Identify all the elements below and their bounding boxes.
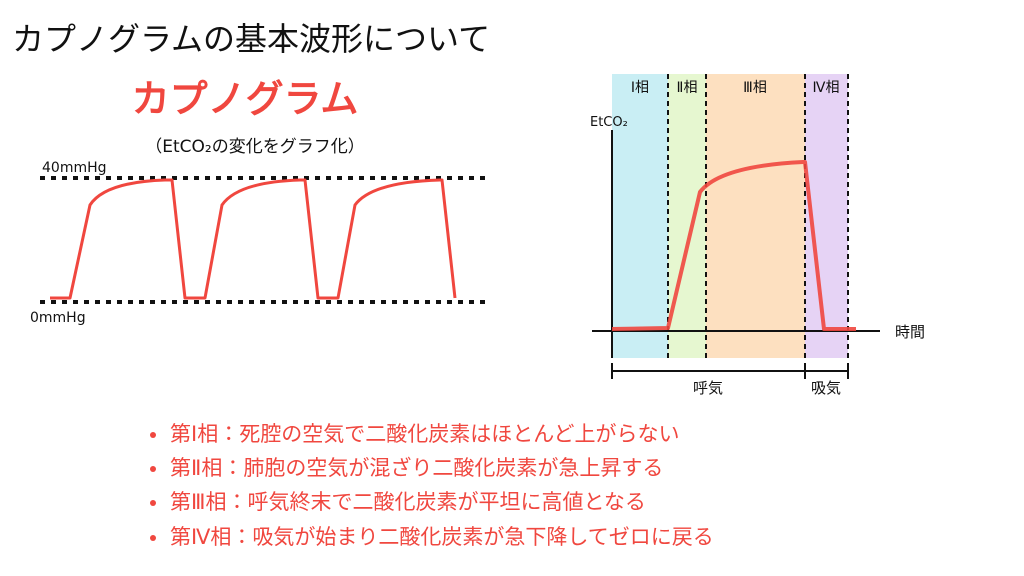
phase-1-band — [612, 74, 668, 358]
left-subtitle: （EtCO₂の変化をグラフ化） — [145, 137, 364, 157]
bullet-item: 第Ⅰ相：死腔の空気で二酸化炭素はほとんど上がらない — [150, 418, 680, 448]
span-label: 呼気 — [693, 379, 723, 397]
span-label: 吸気 — [811, 379, 841, 397]
slide-title: カプノグラムの基本波形について — [12, 20, 490, 58]
bullet-item: 第Ⅳ相：吸気が始まり二酸化炭素が急下降してゼロに戻る — [150, 521, 714, 551]
phase-3-band — [706, 74, 805, 358]
phase-dividers — [667, 74, 849, 358]
y-axis-label: EtCO₂ — [590, 115, 628, 130]
phase-label: Ⅱ相 — [677, 80, 698, 96]
phase-label: Ⅳ相 — [813, 80, 840, 96]
phase-2-band — [668, 74, 706, 358]
phase-label: Ⅲ相 — [743, 80, 767, 96]
bullet-item: 第Ⅲ相：呼気終末で二酸化炭素が平坦に高値となる — [150, 486, 646, 516]
x-axis-label: 時間 — [895, 323, 925, 341]
phase-wave — [611, 160, 856, 331]
top-label: 40mmHg — [42, 160, 107, 176]
span-bracket — [611, 363, 849, 379]
capnogram-wave — [50, 178, 457, 300]
left-title: カプノグラム — [132, 77, 359, 121]
bottom-label: 0mmHg — [30, 310, 86, 326]
phase-label: Ⅰ相 — [631, 80, 649, 96]
bullet-item: 第Ⅱ相：肺胞の空気が混ざり二酸化炭素が急上昇する — [150, 452, 663, 482]
